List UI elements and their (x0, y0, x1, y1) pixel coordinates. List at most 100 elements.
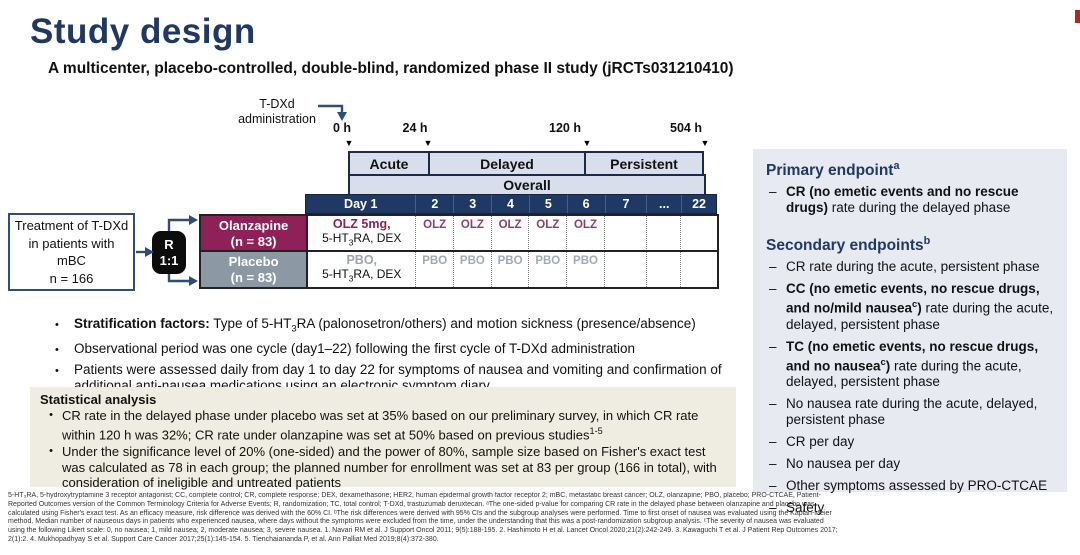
secondary-endpoint-item: – CR per day (766, 434, 1055, 450)
study-bullets: • Stratification factors: Type of 5-HT3R… (55, 316, 745, 398)
r-to-placebo-arrow (167, 274, 190, 283)
pbo-day22-cell (680, 252, 717, 287)
bullet-icon: • (49, 445, 53, 458)
pbo-day7-cell (603, 252, 646, 287)
arm-n: (n = 83) (230, 233, 277, 249)
statistical-analysis-box: Statistical analysis • CR rate in the de… (30, 387, 736, 490)
tdxd-administration-label: T-DXd administration (231, 97, 323, 127)
day-header-row: Day 1 2 3 4 5 6 7 ... 22 (305, 194, 717, 214)
time-marker-icon: ▼ (423, 138, 433, 148)
olz-ellipsis-cell (645, 216, 681, 251)
page-subtitle: A multicenter, placebo-controlled, doubl… (48, 60, 734, 77)
footnote-line: calculated using Fisher's exact test. As… (8, 509, 832, 517)
secondary-endpoint-item: – CR rate during the acute, persistent p… (766, 259, 1055, 275)
day-header-cell: Day 1 (344, 197, 378, 211)
dash-icon: – (769, 396, 777, 412)
bullet-icon: • (55, 344, 59, 357)
pbo-dose: PBO, (346, 252, 378, 267)
dash-icon: – (769, 478, 777, 494)
arm-label-olanzapine: Olanzapine (n = 83) (201, 216, 307, 251)
footnote-line: 2(1):2. 4. Mukhopadhyay S et al. Support… (8, 535, 439, 543)
secondary-endpoint-item: – No nausea rate during the acute, delay… (766, 396, 1055, 428)
bullet-stratification: • Stratification factors: Type of 5-HT3R… (55, 316, 745, 338)
dash-icon: – (769, 338, 777, 354)
pbo-day3-cell: PBO (453, 252, 491, 287)
footnotes: 5-HT₃RA, 5-hydroxytryptamine 3 receptor … (8, 492, 1076, 545)
r-to-olanzapine-arrow (167, 218, 190, 231)
arm-name: Placebo (228, 254, 279, 269)
pbo-day2-cell: PBO (415, 252, 453, 287)
olz-day2-cell: OLZ (415, 216, 453, 251)
bullet-observational-period: • Observational period was one cycle (da… (55, 341, 745, 359)
time-label-120h: 120 h (549, 121, 581, 135)
pbo-ellipsis-cell (645, 252, 681, 287)
olz-day3-cell: OLZ (453, 216, 491, 251)
day-header-cell: 6 (566, 195, 605, 213)
olz-day7-cell (603, 216, 646, 251)
arm-name: Olanzapine (218, 218, 289, 233)
placebo-day1-cell: PBO, 5-HT3RA, DEX (306, 252, 415, 287)
dash-icon: – (769, 456, 777, 472)
endpoints-panel: Primary endpointa – CR (no emetic events… (753, 149, 1067, 515)
olz-arrowhead-icon (189, 215, 198, 225)
pbo-arrowhead-icon (189, 276, 198, 286)
olz-day4-cell: OLZ (490, 216, 529, 251)
time-label-504h: 504 h (670, 121, 702, 135)
phase-overall: Overall (348, 174, 706, 196)
pbo-day6-cell: PBO (566, 252, 604, 287)
day-header-cell: 5 (528, 195, 567, 213)
footnote-line: 5-HT₃RA, 5-hydroxytryptamine 3 receptor … (8, 492, 821, 499)
secondary-endpoint-item: – CC (no emetic events, no rescue drugs,… (766, 281, 1055, 333)
population-box: Treatment of T-DXd in patients with mBC … (8, 213, 135, 291)
day-header-cell: 22 (681, 195, 716, 213)
secondary-endpoint-item: – TC (no emetic events, no rescue drugs,… (766, 339, 1055, 391)
time-label-24h: 24 h (402, 121, 428, 135)
tdxd-label-line1: T-DXd (259, 97, 295, 111)
stat-bullet-cr-rate: • CR rate in the delayed phase under pla… (40, 408, 726, 442)
secondary-endpoint-item: – Safety (766, 500, 1055, 516)
tdxd-label-line2: administration (238, 112, 316, 126)
phase-delayed: Delayed (428, 151, 586, 176)
stat-bullet-sample-size: • Under the significance level of 20% (o… (40, 444, 726, 491)
olz-dose: OLZ 5mg, (332, 216, 391, 231)
dash-icon: – (769, 184, 777, 200)
secondary-endpoint-item: – No nausea per day (766, 456, 1055, 472)
arm-row-olanzapine: Olanzapine (n = 83) OLZ 5mg, 5-HT3RA, DE… (199, 214, 719, 253)
primary-endpoint-item: – CR (no emetic events and no rescue dru… (766, 184, 1055, 216)
time-marker-icon: ▼ (582, 138, 592, 148)
pbo-regimen: 5-HT3RA, DEX (322, 267, 402, 284)
randomization-box: R 1:1 (152, 231, 186, 274)
bullet-icon: • (55, 319, 59, 331)
bullet-icon: • (55, 364, 59, 377)
dash-icon: – (769, 259, 777, 275)
tdxd-arrowhead-icon (337, 112, 347, 121)
day-header-cell: 7 (604, 195, 647, 213)
olz-regimen: 5-HT3RA, DEX (322, 231, 402, 248)
footnote-line: Reported Outcomes version of the Common … (8, 500, 815, 508)
secondary-endpoint-item: – Other symptoms assessed by PRO-CTCAE (766, 478, 1055, 494)
page-title: Study design (30, 12, 256, 51)
olz-day5-cell: OLZ (528, 216, 566, 251)
olanzapine-day1-cell: OLZ 5mg, 5-HT3RA, DEX (306, 216, 415, 251)
day-header-cell: 4 (491, 195, 529, 213)
pbo-day4-cell: PBO (490, 252, 529, 287)
primary-endpoint-heading: Primary endpointa (766, 160, 900, 180)
pbo-day5-cell: PBO (528, 252, 566, 287)
secondary-endpoints-heading: Secondary endpointsb (766, 235, 931, 255)
day-header-cell: 2 (415, 195, 453, 213)
day-header-cell: ... (646, 195, 681, 213)
footnote-line: using the following Likert scale: 0, no … (8, 527, 838, 535)
dash-icon: – (769, 434, 777, 450)
arm-n: (n = 83) (230, 269, 277, 285)
time-marker-icon: ▼ (344, 138, 354, 148)
arm-row-placebo: Placebo (n = 83) PBO, 5-HT3RA, DEX PBO P… (199, 250, 719, 289)
bullet-icon: • (49, 409, 53, 421)
phase-persistent: Persistent (584, 151, 704, 176)
dash-icon: – (769, 281, 777, 297)
time-label-0h: 0 h (332, 121, 352, 135)
arm-label-placebo: Placebo (n = 83) (201, 252, 307, 287)
olz-day6-cell: OLZ (566, 216, 604, 251)
footnote-line: method. Median number of nauseous days i… (8, 518, 824, 526)
slide-corner-marker (1075, 10, 1080, 23)
